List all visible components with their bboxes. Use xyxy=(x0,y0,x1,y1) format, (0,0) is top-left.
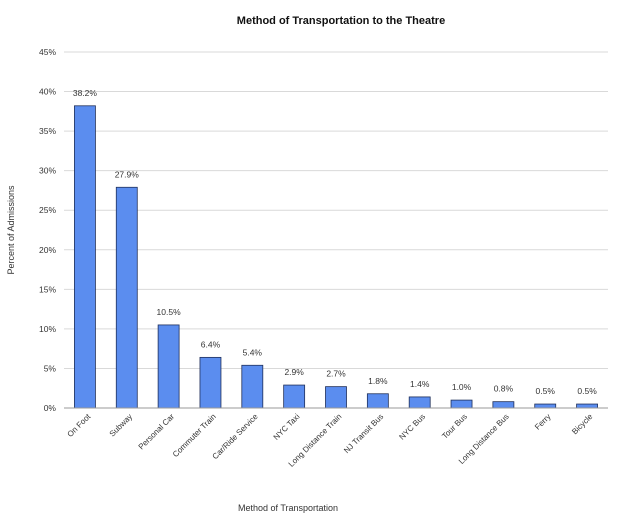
bar xyxy=(408,396,431,409)
y-tick-label: 40% xyxy=(39,87,56,97)
bar xyxy=(199,356,222,409)
bar xyxy=(366,393,389,409)
x-tick-label: Ferry xyxy=(533,412,553,432)
x-tick-label: NYC Bus xyxy=(397,412,427,442)
x-tick-label: Subway xyxy=(108,412,134,438)
y-tick-label: 20% xyxy=(39,245,56,255)
data-label: 1.8% xyxy=(368,376,388,386)
x-tick-label: Car/Ride Service xyxy=(211,412,261,462)
y-tick-label: 25% xyxy=(39,205,56,215)
x-axis-label: Method of Transportation xyxy=(238,503,338,513)
chart-title: Method of Transportation to the Theatre xyxy=(237,15,445,27)
data-label: 5.4% xyxy=(243,347,263,357)
data-label: 0.8% xyxy=(494,384,514,394)
x-tick-label: On Foot xyxy=(66,412,93,439)
bars xyxy=(74,105,598,409)
y-axis-ticks: 0% 5% 10% 15% 20% 25% 30% 35% 40% 45% xyxy=(39,47,56,413)
y-tick-label: 15% xyxy=(39,284,56,294)
y-tick-label: 45% xyxy=(39,47,56,57)
bar xyxy=(283,384,306,409)
bar xyxy=(157,324,180,409)
y-tick-label: 35% xyxy=(39,126,56,136)
bar xyxy=(450,399,473,409)
data-label: 10.5% xyxy=(157,307,182,317)
data-label: 2.9% xyxy=(284,367,304,377)
y-tick-label: 0% xyxy=(44,403,57,413)
bar xyxy=(325,386,347,409)
data-label: 38.2% xyxy=(73,88,98,98)
data-label: 2.7% xyxy=(326,369,346,379)
bar xyxy=(534,403,557,409)
x-tick-label: Tour Bus xyxy=(440,412,469,441)
data-label: 1.0% xyxy=(452,382,472,392)
data-label: 6.4% xyxy=(201,339,221,349)
bar xyxy=(241,364,264,409)
data-label: 0.5% xyxy=(536,386,556,396)
y-axis-label: Percent of Admissions xyxy=(6,185,16,275)
bar xyxy=(115,186,138,409)
bar xyxy=(492,401,515,409)
y-tick-label: 5% xyxy=(44,363,57,373)
x-tick-label: NYC Taxi xyxy=(272,412,302,442)
gridlines xyxy=(64,51,608,369)
data-label: 27.9% xyxy=(115,169,140,179)
x-tick-label: Commuter Train xyxy=(171,412,218,459)
data-label: 1.4% xyxy=(410,379,430,389)
bar xyxy=(74,105,96,409)
x-tick-label: Personal Car xyxy=(137,412,177,452)
data-label: 0.5% xyxy=(577,386,597,396)
y-tick-label: 10% xyxy=(39,324,56,334)
x-tick-label: NJ Transit Bus xyxy=(342,412,385,455)
y-tick-label: 30% xyxy=(39,166,56,176)
data-labels: 38.2% 27.9% 10.5% 6.4% 5.4% 2.9% 2.7% 1.8% 1.4% 1… xyxy=(73,88,597,396)
x-tick-label: Bicycle xyxy=(570,412,595,437)
bar xyxy=(576,403,598,409)
